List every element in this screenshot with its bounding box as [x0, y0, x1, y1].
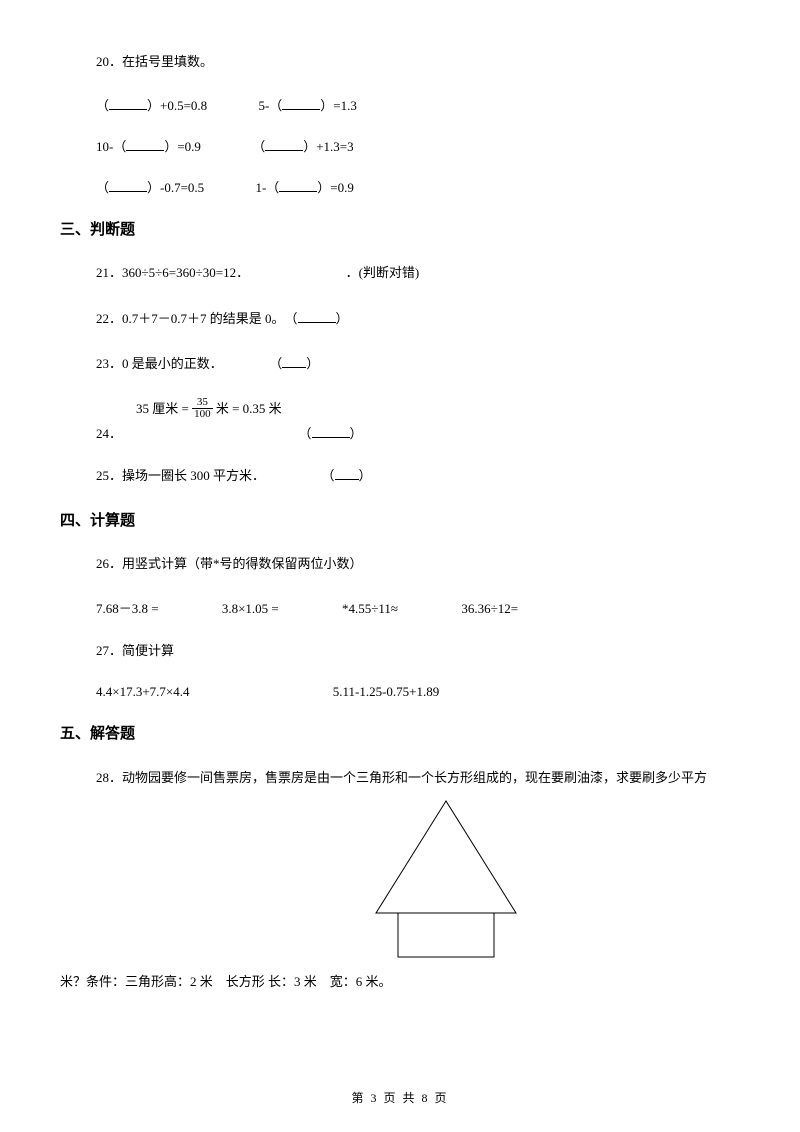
q21: 21．360÷5÷6=360÷30=12． ．(判断对错) — [60, 261, 740, 284]
house-diagram — [356, 795, 536, 965]
q23-text: 23．0 是最小的正数． — [96, 356, 223, 371]
q26-items: 7.68－3.8 = 3.8×1.05 = *4.55÷11≈ 36.36÷12… — [60, 598, 740, 617]
blank[interactable] — [282, 96, 320, 110]
paren-open: （ — [96, 180, 109, 195]
paren-close: ） — [359, 468, 372, 483]
q22-close: ） — [336, 311, 349, 326]
paren-open: （ — [252, 139, 265, 154]
eq-text: 10-（ — [96, 139, 126, 154]
paren-open: （ — [299, 426, 312, 441]
q22: 22．0.7＋7－0.7＋7 的结果是 0。 （ ） — [60, 307, 740, 330]
q27-items: 4.4×17.3+7.7×4.4 5.11-1.25-0.75+1.89 — [60, 684, 740, 700]
q23: 23．0 是最小的正数． （ ） — [60, 352, 740, 375]
q27-prompt: 27．简便计算 — [60, 639, 740, 662]
eq-text: ）=0.9 — [317, 180, 354, 195]
paren-open: （ — [96, 98, 109, 113]
paren-open: （ — [269, 356, 282, 371]
eq-text: ）-0.7=0.5 — [147, 180, 204, 195]
blank[interactable] — [335, 466, 359, 480]
paren-close: ） — [350, 426, 363, 441]
eq-text: ）=0.9 — [164, 139, 201, 154]
q26-prompt: 26．用竖式计算（带*号的得数保留两位小数） — [60, 552, 740, 575]
blank[interactable] — [282, 354, 306, 368]
q24-prefix: 35 厘米 = — [136, 401, 192, 416]
q21-text: 21．360÷5÷6=360÷30=12． — [96, 265, 249, 280]
blank[interactable] — [109, 178, 147, 192]
blank[interactable] — [126, 137, 164, 151]
fraction-35-100: 35100 — [192, 397, 213, 420]
blank[interactable] — [109, 96, 147, 110]
q20-row-3: （ ）-0.7=0.5 1-（ ）=0.9 — [60, 177, 740, 196]
fraction-den: 100 — [192, 409, 213, 420]
eq-text: 1-（ — [255, 180, 279, 195]
q24: 35 厘米 = 35100 米 = 0.35 米 24． （ ） — [60, 398, 740, 443]
q26-item-1: 7.68－3.8 = — [96, 598, 159, 617]
section-5-title: 五、解答题 — [60, 722, 740, 743]
q20-row-2: 10-（ ）=0.9 （ ）+1.3=3 — [60, 136, 740, 155]
page-footer: 第 3 页 共 8 页 — [0, 1089, 800, 1106]
eq-text: ）=1.3 — [320, 98, 357, 113]
triangle-shape — [376, 801, 516, 913]
q25: 25．操场一圈长 300 平方米． （ ） — [60, 464, 740, 487]
q28: 28．动物园要修一间售票房，售票房是由一个三角形和一个长方形组成的，现在要刷油漆… — [60, 765, 740, 965]
paren-close: ） — [306, 356, 319, 371]
section-3-title: 三、判断题 — [60, 218, 740, 239]
q24-suffix: 米 = 0.35 米 — [213, 401, 282, 416]
blank[interactable] — [265, 137, 303, 151]
section-4-title: 四、计算题 — [60, 509, 740, 530]
q24-label: 24． — [96, 426, 122, 441]
q28-line2: 米？条件：三角形高：2 米 长方形 长：3 米 宽：6 米。 — [60, 969, 740, 995]
eq-text: ）+0.5=0.8 — [147, 98, 207, 113]
q24-formula: 35 厘米 = 35100 米 = 0.35 米 — [136, 398, 740, 422]
q27-item-2: 5.11-1.25-0.75+1.89 — [333, 684, 440, 700]
eq-text: 5-（ — [258, 98, 282, 113]
q26-item-3: *4.55÷11≈ — [342, 601, 398, 617]
q26-item-4: 36.36÷12= — [461, 601, 518, 617]
blank[interactable] — [298, 309, 336, 323]
q20-prompt: 20．在括号里填数。 — [60, 50, 740, 73]
q21-suffix: ．(判断对错) — [346, 265, 420, 280]
rectangle-shape — [398, 913, 494, 957]
paren-open: （ — [322, 468, 335, 483]
q20-row-1: （ ）+0.5=0.8 5-（ ）=1.3 — [60, 95, 740, 114]
q28-line1: 28．动物园要修一间售票房，售票房是由一个三角形和一个长方形组成的，现在要刷油漆… — [96, 765, 740, 791]
q22-text: 22．0.7＋7－0.7＋7 的结果是 0。 （ — [96, 311, 298, 326]
q25-text: 25．操场一圈长 300 平方米． — [96, 468, 265, 483]
blank[interactable] — [312, 424, 350, 438]
q27-item-1: 4.4×17.3+7.7×4.4 — [96, 684, 190, 700]
eq-text: ）+1.3=3 — [303, 139, 353, 154]
blank[interactable] — [279, 178, 317, 192]
q26-item-2: 3.8×1.05 = — [222, 601, 279, 617]
